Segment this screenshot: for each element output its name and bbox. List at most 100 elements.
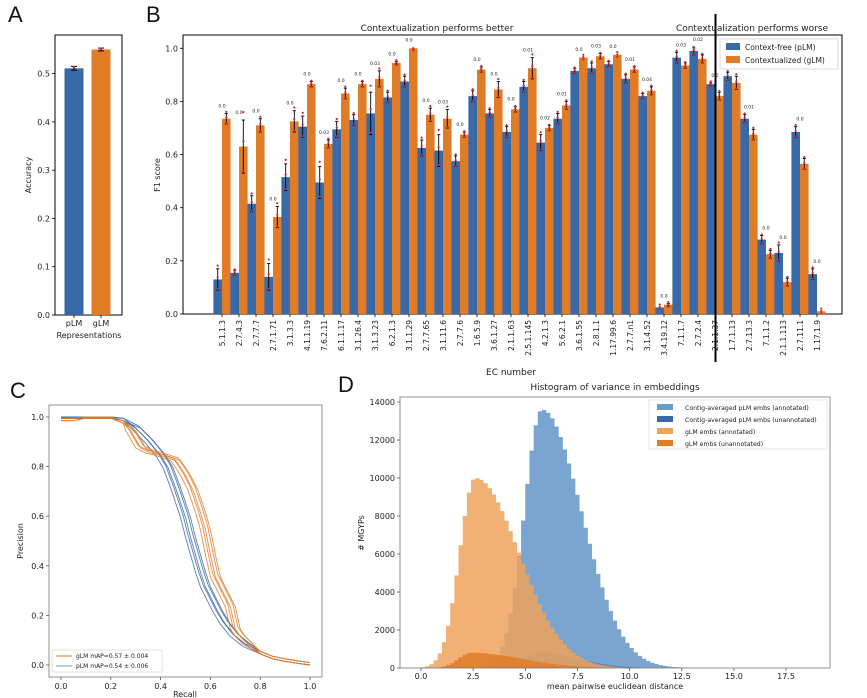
panel-b-pvalue-label: 0.0 xyxy=(218,103,225,109)
panel-b-replicate-point xyxy=(233,274,236,277)
panel-b-bar-plm xyxy=(298,126,307,315)
panel-b-pvalue-label: 0.0 xyxy=(490,72,497,78)
panel-c-ytick-label: 0.6 xyxy=(31,512,44,521)
panel-b-bar-glm xyxy=(477,69,486,315)
panel-b-pvalue-label: 0.02 xyxy=(693,37,703,43)
panel-a-ytick-label: 0.0 xyxy=(37,311,50,320)
panel-b-replicate-point xyxy=(675,61,678,64)
panel-b-replicate-point xyxy=(539,139,542,143)
panel-d-legend-box xyxy=(648,399,828,450)
panel-c-ytick-label: 1.0 xyxy=(31,413,44,422)
panel-b-replicate-point xyxy=(505,123,508,127)
panel-b-xtick-label: 2.5.1.145 xyxy=(524,320,533,356)
panel-b-replicate-point xyxy=(531,64,534,68)
panel-b-replicate-point xyxy=(327,137,330,140)
panel-b-replicate-point xyxy=(276,213,279,216)
panel-b-replicate-point xyxy=(599,57,602,60)
panel-b-replicate-point xyxy=(335,135,338,138)
panel-a-ytick-label: 0.1 xyxy=(37,263,50,272)
panel-b-replicate-point xyxy=(624,81,627,84)
panel-b-bar-plm xyxy=(264,276,273,314)
panel-a-ytick-label: 0.3 xyxy=(37,166,50,175)
panel-b-replicate-point xyxy=(573,69,576,72)
panel-b-xtick-label: 4.1.1.19 xyxy=(303,320,312,351)
panel-b-xlabel: EC number xyxy=(486,368,536,378)
panel-a-ytick-label: 0.5 xyxy=(37,70,50,79)
panel-a-ytick-label: 0.4 xyxy=(37,118,50,127)
panel-b-replicate-point xyxy=(743,112,746,115)
panel-b-pvalue-label: 0.0 xyxy=(405,37,412,43)
legend-label-glm-unannotated: gLM embs (unannotated) xyxy=(685,441,763,448)
panel-b-bar-glm xyxy=(307,84,316,315)
panel-b-replicate-point xyxy=(378,76,381,79)
panel-d-legend: Contig-averaged pLM embs (annotated) Con… xyxy=(648,399,828,450)
panel-b-pvalue-label: 0.0 xyxy=(609,44,616,50)
panel-b-pvalue-label: 0.0 xyxy=(456,122,463,128)
panel-b-replicate-point xyxy=(531,76,534,79)
panel-b-pvalue-label: 0.0 xyxy=(337,78,344,84)
panel-b-replicate-point xyxy=(794,129,797,133)
panel-b-replicate-point xyxy=(590,66,593,69)
panel-b-pvalue-label: 0.0 xyxy=(813,259,820,265)
panel-c-curve-glm xyxy=(61,417,311,666)
panel-b-bar-glm xyxy=(800,163,809,314)
panel-b-pvalue-label: 0.02 xyxy=(540,115,550,121)
panel-b-replicate-point xyxy=(658,308,661,311)
panel-b-bar-glm xyxy=(647,90,656,314)
panel-b-pvalue-label: 0.0 xyxy=(354,72,361,78)
panel-b-replicate-point xyxy=(522,84,525,87)
panel-b-replicate-point xyxy=(820,312,823,315)
legend-swatch-plm xyxy=(726,43,740,50)
panel-b-replicate-point xyxy=(616,53,619,56)
panel-c-curve-glm xyxy=(61,416,311,663)
panel-b-replicate-point xyxy=(267,258,270,261)
panel-b-replicate-point xyxy=(318,160,321,163)
panel-b-bar-glm xyxy=(392,62,401,315)
panel-b-bar-glm xyxy=(460,134,469,314)
panel-b-bar-plm xyxy=(315,182,324,314)
panel-b-replicate-point xyxy=(684,63,687,67)
panel-b-xtick-label: 3.1.3.23 xyxy=(371,320,380,351)
panel-b-replicate-point xyxy=(743,116,746,120)
panel-b-replicate-point xyxy=(318,178,321,181)
panel-b-xtick-label: 2.8.1.1 xyxy=(592,320,601,346)
panel-b-replicate-point xyxy=(327,142,330,145)
legend-swatch-glm-annotated xyxy=(657,428,673,434)
panel-b-bar-plm xyxy=(706,84,715,315)
panel-b-bar-glm xyxy=(426,114,435,314)
legend-label-glm-map: gLM mAP=0.57 ± 0.004 xyxy=(76,653,148,660)
panel-b-bar-glm xyxy=(749,134,758,314)
panel-b-xtick-label: 4.2.1.3 xyxy=(541,320,550,346)
panel-d-ytick-label: 6000 xyxy=(375,550,395,559)
panel-b-bar-glm xyxy=(545,128,554,314)
panel-b-replicate-point xyxy=(514,110,517,113)
panel-b-pvalue-label: 0.0 xyxy=(388,52,395,58)
panel-b-replicate-point xyxy=(242,110,245,114)
panel-d-hist-glm-annotated xyxy=(421,478,759,668)
panel-b-bar-glm xyxy=(494,89,503,314)
panel-b-replicate-point xyxy=(429,119,432,122)
panel-b-bar-plm xyxy=(672,57,681,314)
panel-b-replicate-point xyxy=(650,88,653,92)
panel-b-replicate-point xyxy=(752,138,755,141)
panel-b-replicate-point xyxy=(752,132,755,135)
panel-b-xtick-label: 1.6.5.9 xyxy=(473,320,482,346)
panel-a-xtick-label: gLM xyxy=(93,319,110,328)
panel-b-replicate-point xyxy=(522,90,525,93)
panel-b-replicate-point xyxy=(641,91,644,94)
panel-c-ylabel: Precision xyxy=(16,523,25,559)
panel-c-legend-box xyxy=(51,649,163,673)
legend-swatch-glm xyxy=(726,56,740,63)
legend-label-glm-annotated: gLM embs (annotated) xyxy=(685,429,755,436)
panel-b-xtick-label: 2.7.11.1 xyxy=(796,320,805,351)
panel-b-f1-chart: 0.0 0.2 0.4 0.6 0.8 1.0 0.0 5.1.1.3 0.0 2.7.4.3 0… xyxy=(153,14,843,378)
panel-b-replicate-point xyxy=(293,129,296,133)
panel-b-replicate-point xyxy=(514,107,517,110)
panel-c-precision-recall-chart: 0.0 0.2 0.4 0.6 0.8 1.0 0.0 0.2 0.4 0.6 0.8 1.0 Pre… xyxy=(16,404,323,698)
panel-b-replicate-point xyxy=(624,76,627,80)
panel-d-histogram: 0.0 2.5 5.0 7.5 10.0 12.5 15.0 17.5 0 2000 4000 600… xyxy=(357,383,831,691)
panel-b-replicate-point xyxy=(658,305,661,309)
panel-b-replicate-point xyxy=(769,252,772,255)
panel-b-pvalue-label: 0.01 xyxy=(557,91,567,97)
panel-b-replicate-point xyxy=(446,115,449,118)
